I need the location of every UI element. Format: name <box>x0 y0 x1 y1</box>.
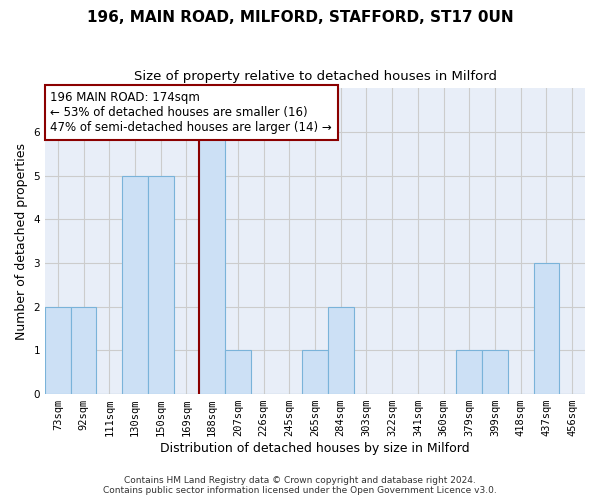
Text: 196 MAIN ROAD: 174sqm
← 53% of detached houses are smaller (16)
47% of semi-deta: 196 MAIN ROAD: 174sqm ← 53% of detached … <box>50 92 332 134</box>
Bar <box>302 350 328 394</box>
Bar <box>457 350 482 394</box>
Y-axis label: Number of detached properties: Number of detached properties <box>15 142 28 340</box>
Bar <box>328 306 353 394</box>
Bar <box>225 350 251 394</box>
Title: Size of property relative to detached houses in Milford: Size of property relative to detached ho… <box>134 70 497 83</box>
Text: 196, MAIN ROAD, MILFORD, STAFFORD, ST17 0UN: 196, MAIN ROAD, MILFORD, STAFFORD, ST17 … <box>86 10 514 25</box>
Text: Contains HM Land Registry data © Crown copyright and database right 2024.
Contai: Contains HM Land Registry data © Crown c… <box>103 476 497 495</box>
Bar <box>45 306 71 394</box>
Bar <box>533 263 559 394</box>
Bar <box>71 306 97 394</box>
Bar <box>122 176 148 394</box>
Bar <box>482 350 508 394</box>
X-axis label: Distribution of detached houses by size in Milford: Distribution of detached houses by size … <box>160 442 470 455</box>
Bar <box>199 132 225 394</box>
Bar <box>148 176 173 394</box>
